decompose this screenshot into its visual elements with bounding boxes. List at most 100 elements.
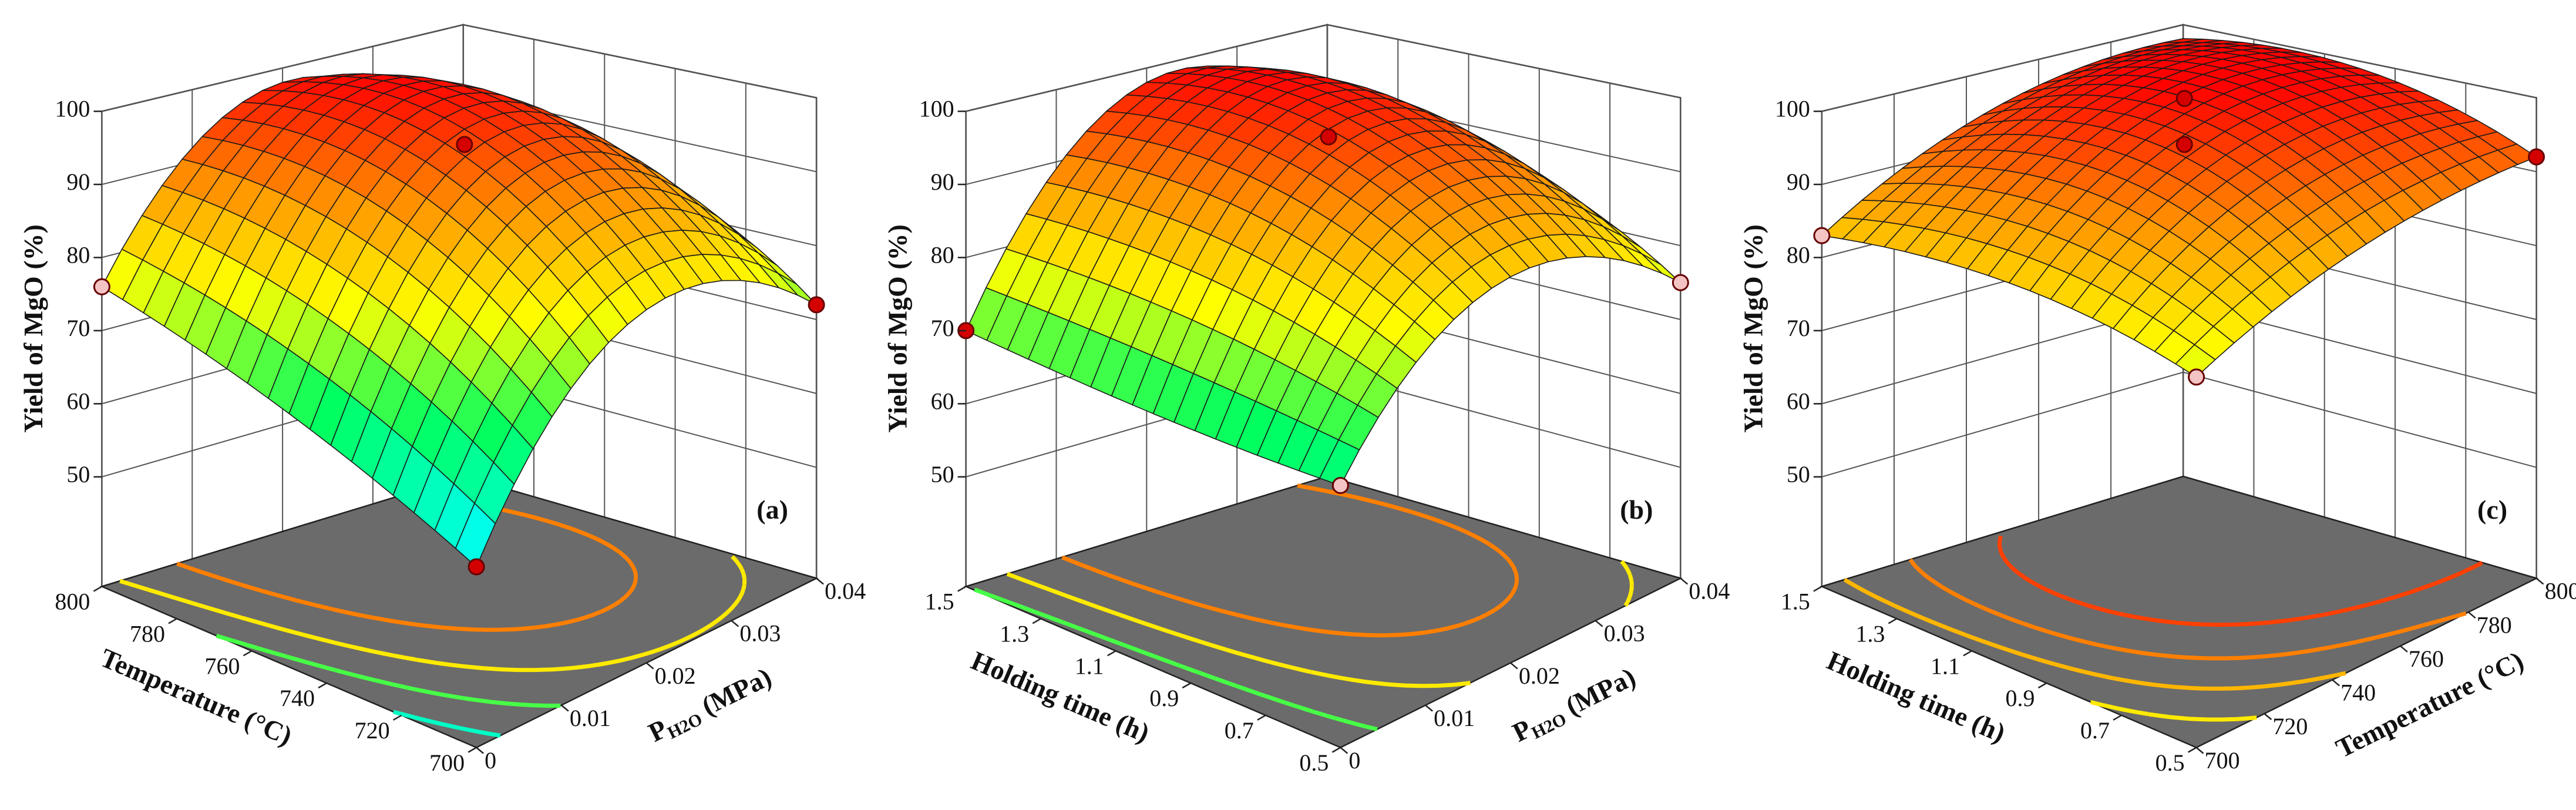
z-tick-label: 90 [1787, 169, 1810, 195]
tick-mark [1595, 620, 1603, 627]
y-tick-label: 720 [2272, 713, 2308, 740]
z-tick-label: 60 [931, 388, 954, 415]
x-tick-label: 0.5 [1299, 749, 1329, 776]
z-tick-label: 60 [1787, 388, 1810, 415]
z-tick-label: 50 [1787, 461, 1810, 488]
x-tick-label: 780 [130, 621, 165, 647]
x-tick-label: 0.9 [1149, 685, 1179, 711]
z-tick-label: 50 [931, 461, 954, 488]
surface-patch [1319, 439, 1360, 486]
z-tick-label: 70 [1787, 315, 1810, 341]
tick-mark [2037, 682, 2047, 689]
tick-mark [1107, 650, 1117, 657]
z-tick-label: 90 [66, 169, 90, 195]
y-tick-label: 0 [485, 747, 496, 774]
x-tick-label: 760 [205, 653, 240, 679]
z-tick-label: 100 [919, 96, 954, 122]
surface-patch [455, 502, 496, 567]
tick-mark [1032, 618, 1041, 624]
contour [1061, 483, 1519, 638]
data-point [2528, 148, 2545, 166]
y-tick-label: 0 [1348, 747, 1360, 774]
z-tick-label: 80 [1787, 242, 1810, 268]
tick-mark [93, 586, 103, 592]
y-tick-label: 740 [2340, 680, 2376, 706]
tick-mark [2195, 747, 2204, 754]
x-axis-label: Holding time (h) [967, 646, 1154, 748]
y-tick-label: 760 [2409, 646, 2444, 672]
y-axis-label-unit: (MPa) [1555, 661, 1640, 724]
tick-mark [468, 747, 477, 753]
x-tick-label: 1.3 [1000, 621, 1029, 647]
x-tick-label: 1.1 [1931, 653, 1960, 679]
y-tick-label: 0.01 [1434, 705, 1475, 731]
z-tick-label: 100 [55, 96, 90, 122]
x-axis-label: Temperature (°C) [96, 643, 297, 751]
data-point [2188, 368, 2205, 386]
y-tick-label: 0.02 [655, 663, 696, 689]
z-axis-label: Yield of MgO (%) [18, 224, 48, 433]
tick-mark [645, 662, 654, 670]
y-tick-label: 0.03 [1604, 620, 1645, 647]
x-tick-label: 0.5 [2155, 749, 2185, 776]
panel: 50 60 70 80 90 100 0.5 0.7 0.9 1.1 1.3 1.5 0 0.01 0.02… [882, 23, 1730, 776]
data-point [1813, 227, 1831, 244]
tick-mark [476, 747, 484, 754]
data-point [1331, 477, 1349, 495]
x-tick-label: 1.1 [1075, 653, 1104, 679]
z-tick-label: 80 [931, 242, 954, 268]
tick-mark [2535, 577, 2544, 585]
panel-label: (c) [2477, 495, 2507, 525]
contour [1997, 535, 2483, 627]
data-point [93, 278, 110, 295]
tick-mark [1425, 704, 1433, 712]
y-tick-label: 0.02 [1519, 663, 1560, 689]
tick-mark [392, 714, 402, 721]
tick-mark [1813, 586, 1822, 592]
contour [974, 587, 1378, 731]
tick-mark [2187, 747, 2197, 753]
tick-mark [2467, 611, 2476, 619]
z-tick-label: 50 [66, 461, 90, 488]
contour [119, 554, 747, 673]
surface-patch [2175, 344, 2216, 378]
x-tick-label: 1.5 [925, 589, 954, 615]
z-tick-label: 60 [66, 388, 90, 415]
z-tick-label: 80 [66, 242, 90, 268]
z-tick-label: 70 [931, 315, 954, 341]
x-tick-label: 0.9 [2006, 685, 2035, 711]
data-point [468, 558, 485, 576]
contour [1006, 560, 1634, 688]
data-point [2175, 136, 2193, 153]
y-tick-label: 780 [2477, 611, 2512, 638]
x-tick-label: 700 [429, 749, 465, 776]
panel-label: (b) [1620, 495, 1653, 525]
tick-mark [2113, 714, 2122, 721]
x-tick-label: 0.7 [1225, 717, 1254, 744]
z-tick-label: 70 [66, 315, 90, 341]
tick-mark [816, 577, 824, 585]
contour [1908, 558, 2467, 661]
tick-mark [1340, 747, 1348, 754]
z-axis-label: Yield of MgO (%) [882, 224, 912, 433]
data-point [1672, 274, 1689, 291]
x-axis-label: Holding time (h) [1823, 646, 2010, 748]
tick-mark [1331, 747, 1341, 753]
z-tick-label: 100 [1775, 96, 1810, 122]
z-axis-label: Yield of MgO (%) [1738, 224, 1768, 433]
tick-mark [1680, 577, 1689, 585]
contour [392, 710, 501, 738]
panel: 50 60 70 80 90 100 700 720 740 760 780 800 0 0.01 0.02… [18, 23, 866, 776]
panel-label: (a) [756, 495, 788, 525]
data-point [2175, 90, 2193, 107]
y-tick-label: 0.03 [739, 620, 781, 647]
data-point [1320, 128, 1337, 146]
y-tick-label: 0.04 [1689, 578, 1730, 604]
tick-mark [1888, 618, 1898, 624]
tick-mark [957, 586, 967, 592]
tick-mark [1182, 682, 1191, 689]
contour [176, 492, 638, 632]
x-tick-label: 1.3 [1855, 621, 1885, 647]
